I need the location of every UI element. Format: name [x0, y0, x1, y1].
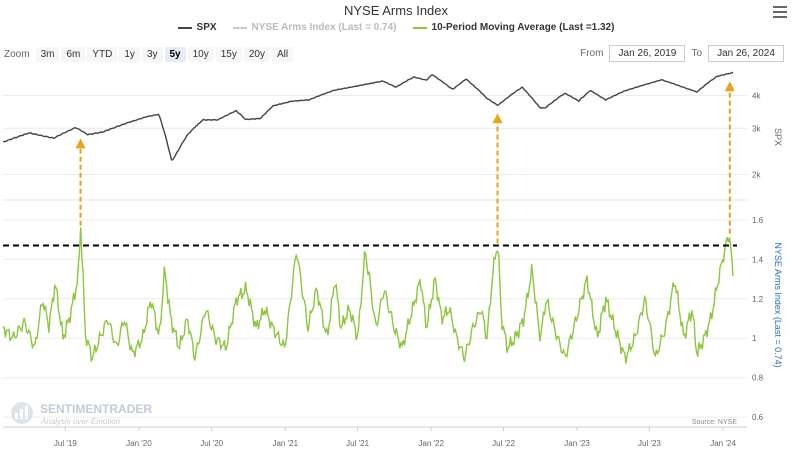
arms-axis: 0.6 0.8 1 1.2 1.4 1.6 — [752, 216, 764, 422]
chart-title: NYSE Arms Index — [343, 3, 449, 18]
zoom-button-20y[interactable]: 20y — [243, 47, 270, 62]
arms-tick-label: 1.6 — [752, 216, 764, 225]
annotation-arrows — [75, 81, 735, 244]
x-tick-label: Jan '20 — [126, 439, 152, 448]
arms-tick-label: 1.4 — [752, 255, 764, 264]
spx-axis-title: SPX — [773, 128, 783, 146]
to-date-input[interactable]: Jan 26, 2024 — [708, 45, 784, 62]
legend-swatch-moving-average — [412, 26, 427, 29]
legend-item-arms[interactable]: NYSE Arms Index (Last = 0.74) — [232, 22, 397, 33]
gridlines — [3, 94, 747, 418]
arms-tick-label: 1 — [752, 334, 757, 343]
watermark-brand: SENTIMENTRADER — [40, 402, 152, 416]
zoom-button-6m[interactable]: 6m — [61, 47, 86, 62]
zoom-button-10y[interactable]: 10y — [187, 47, 214, 62]
legend-label-spx: SPX — [196, 22, 217, 33]
annotation-arrow-head — [492, 113, 503, 124]
from-label: From — [580, 48, 604, 59]
legend-label-arms: NYSE Arms Index (Last = 0.74) — [251, 22, 397, 33]
x-tick-label: Jul '22 — [492, 439, 515, 448]
x-tick-label: Jan '22 — [418, 439, 444, 448]
sentimentrader-logo-icon — [11, 402, 33, 424]
source-note: Source: NYSE — [692, 419, 737, 426]
arms-tick-label: 0.6 — [752, 413, 764, 422]
arms-axis-title: NYSE Arms Index (Last = 0.74) — [773, 242, 783, 367]
x-tick-label: Jul '20 — [200, 439, 223, 448]
spx-axis: 2k 3k 4k — [752, 91, 761, 179]
spx-series-line — [2, 71, 734, 161]
to-label: To — [691, 48, 702, 59]
legend: SPX NYSE Arms Index (Last = 0.74) 10-Per… — [0, 22, 792, 33]
zoom-button-3y[interactable]: 3y — [141, 47, 163, 62]
x-tick-label: Jan '23 — [564, 439, 590, 448]
watermark-tagline: Analysis over Emotion — [40, 417, 121, 426]
zoom-button-1y[interactable]: 1y — [119, 47, 140, 62]
arms-tick-label: 0.8 — [752, 374, 764, 383]
spx-tick-label: 4k — [752, 91, 761, 100]
zoom-button-5y[interactable]: 5y — [164, 47, 186, 62]
from-date-input[interactable]: Jan 26, 2019 — [609, 45, 686, 62]
arms-ma-series-line — [2, 227, 734, 364]
legend-item-spx[interactable]: SPX — [177, 22, 217, 33]
legend-item-moving-average[interactable]: 10-Period Moving Average (Last =1.32) — [412, 22, 615, 33]
spx-tick-label: 2k — [752, 171, 761, 180]
annotation-arrow-head — [75, 138, 86, 149]
menu-icon[interactable] — [773, 6, 787, 18]
date-range: From Jan 26, 2019 To Jan 26, 2024 — [580, 45, 784, 62]
arms-tick-label: 1.2 — [752, 295, 764, 304]
legend-swatch-spx — [177, 26, 192, 29]
zoom-button-3m[interactable]: 3m — [35, 47, 60, 62]
zoom-bar: Zoom 3m 6m YTD 1y 3y 5y 10y 15y 20y All — [4, 47, 294, 62]
watermark: SENTIMENTRADER Analysis over Emotion — [11, 402, 152, 426]
legend-label-moving-average: 10-Period Moving Average (Last =1.32) — [431, 22, 615, 33]
x-tick-label: Jan '21 — [272, 439, 298, 448]
zoom-label: Zoom — [4, 49, 30, 60]
x-axis: Jul '19 Jan '20 Jul '20 Jan '21 Jul '21 Jan '… — [54, 427, 736, 448]
x-tick-label: Jul '19 — [54, 439, 77, 448]
zoom-button-15y[interactable]: 15y — [215, 47, 242, 62]
legend-swatch-arms — [232, 26, 247, 29]
zoom-button-ytd[interactable]: YTD — [87, 47, 118, 62]
annotation-arrow-head — [724, 81, 735, 92]
x-tick-label: Jul '21 — [346, 439, 369, 448]
x-tick-label: Jul '23 — [638, 439, 661, 448]
spx-tick-label: 3k — [752, 124, 761, 133]
zoom-button-all[interactable]: All — [272, 47, 294, 62]
x-tick-label: Jan '24 — [710, 439, 736, 448]
